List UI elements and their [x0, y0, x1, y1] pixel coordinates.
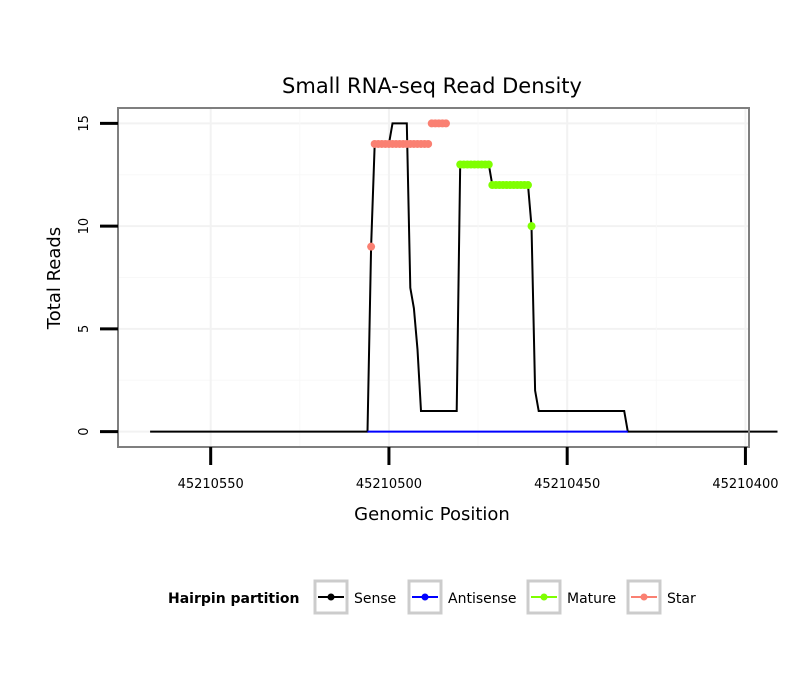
legend-label-sense: Sense [354, 591, 396, 607]
legend-label-star: Star [667, 591, 696, 607]
series-mature-point [527, 222, 536, 231]
series-star-point [367, 242, 376, 251]
legend-key-point [421, 593, 429, 601]
y-tick-label: 0 [77, 427, 92, 435]
y-axis: 0 5 10 15 [77, 115, 118, 436]
chart-title: Small RNA-seq Read Density [282, 74, 582, 98]
x-tick-label: 45210500 [356, 477, 422, 492]
y-tick-label: 10 [77, 218, 92, 235]
series-mature-point [484, 160, 493, 169]
legend-title: Hairpin partition [168, 591, 299, 607]
plot-border [117, 107, 750, 448]
series-star-point [424, 139, 433, 148]
x-tick-label: 45210450 [534, 477, 600, 492]
x-axis-label: Genomic Position [354, 504, 510, 525]
legend-key-point [540, 593, 548, 601]
legend-label-mature: Mature [567, 591, 616, 607]
x-axis: 45210550 45210500 45210450 45210400 [178, 447, 779, 492]
y-tick-label: 5 [77, 325, 92, 333]
grid-lines [118, 108, 749, 447]
series-mature-point [523, 181, 532, 190]
legend-key-point [640, 593, 648, 601]
y-tick-label: 15 [77, 115, 92, 132]
legend-label-antisense: Antisense [448, 591, 517, 607]
x-tick-label: 45210550 [178, 477, 244, 492]
x-tick-label: 45210400 [712, 477, 778, 492]
series-star-point [441, 119, 450, 128]
y-axis-label: Total Reads [44, 227, 65, 330]
series-layer [150, 119, 778, 433]
legend-key-point [327, 593, 335, 601]
legend: Hairpin partition Sense Antisense Mature St… [168, 579, 696, 615]
